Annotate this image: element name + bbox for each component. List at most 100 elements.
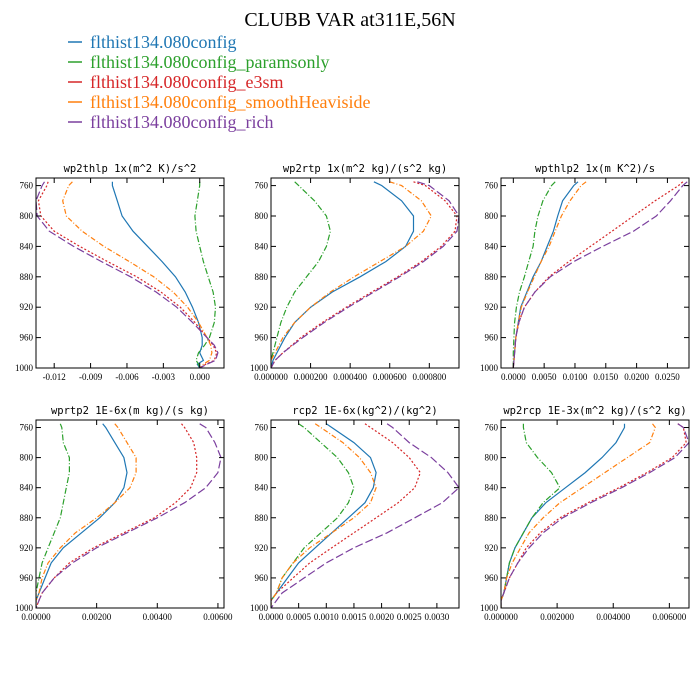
series-line [271,181,459,368]
y-tick-label: 760 [485,423,499,433]
panel-title: wprtp2 1E-6x(m kg)/(s kg) [51,405,209,417]
y-tick-label: 920 [485,543,499,553]
series-line [36,423,198,608]
series-line [194,181,217,368]
x-tick-label: 0.000000 [254,372,288,382]
panels: wp2thlp 1x(m^2 K)/s^2 760 800 840 880 920 960 1… [15,163,690,622]
y-tick-label: 880 [20,513,34,523]
x-tick-label: 0.00000 [21,612,51,622]
x-tick-label: 0.000800 [412,372,446,382]
y-tick-label: 1000 [250,363,269,373]
series-line [501,423,656,608]
series-line [36,423,128,608]
y-tick-label: 960 [20,333,34,343]
chart-panel: wprtp2 1E-6x(m kg)/(s kg) 760 800 840 880 920… [15,405,233,622]
x-tick-label: 0.0050 [532,372,557,382]
y-tick-label: 800 [255,453,269,463]
series-line [512,181,684,368]
legend-item: flthist134.080config [68,32,237,52]
series-line [512,181,579,368]
y-tick-label: 960 [485,333,499,343]
y-tick-label: 800 [20,211,34,221]
plot-frame [500,177,690,369]
x-tick-label: -0.006 [115,372,139,382]
x-tick-label: -0.012 [43,372,66,382]
x-tick-label: 0.0010 [314,612,339,622]
series-line [271,181,415,368]
y-tick-label: 840 [485,241,499,251]
panel-title: wp2rcp 1E-3x(m^2 kg)/(s^2 kg) [503,405,686,417]
y-tick-label: 760 [20,181,34,191]
x-tick-label: 0.00400 [143,612,173,622]
legend-item: flthist134.080config_rich [68,112,273,132]
y-tick-label: 1000 [480,603,499,613]
x-tick-label: 0.0005 [286,612,311,622]
chart-panel: wp2rcp 1E-3x(m^2 kg)/(s^2 kg) 760 800 840 88… [480,405,690,622]
legend-item: flthist134.080config_paramsonly [68,52,329,72]
series-line [271,423,377,608]
x-tick-label: 0.0025 [397,612,422,622]
x-tick-label: 0.006000 [652,612,686,622]
y-tick-label: 1000 [15,363,34,373]
y-tick-label: 840 [20,483,34,493]
panel-title: rcp2 1E-6x(kg^2)/(kg^2) [292,405,437,417]
series-line [271,423,377,608]
y-tick-label: 960 [485,573,499,583]
series-group [512,181,688,368]
y-tick-label: 800 [20,453,34,463]
legend-item: flthist134.080config_e3sm [68,72,283,92]
series-line [271,423,459,608]
panel-title: wp2rtp 1x(m^2 kg)/(s^2 kg) [283,163,447,175]
x-tick-label: 0.0015 [342,612,367,622]
legend-label: flthist134.080config_smoothHeaviside [90,92,370,112]
plot-frame [500,419,690,609]
legend-item: flthist134.080config_smoothHeaviside [68,92,370,112]
x-tick-label: 0.002000 [540,612,574,622]
plot-frame [35,177,225,369]
x-tick-label: 0.0000 [501,372,526,382]
chart-panel: wp2rtp 1x(m^2 kg)/(s^2 kg) 760 800 840 880 92… [250,163,460,382]
series-group [271,181,459,368]
y-tick-label: 760 [485,181,499,191]
series-line [271,423,421,608]
series-line [36,423,222,608]
series-line [36,423,137,608]
y-tick-label: 760 [255,423,269,433]
y-tick-label: 800 [485,453,499,463]
series-line [37,181,218,368]
y-tick-label: 920 [255,302,269,312]
series-line [271,181,332,368]
series-group [36,181,219,368]
legend-label: flthist134.080config_paramsonly [90,52,329,72]
y-tick-label: 840 [485,483,499,493]
x-tick-label: 0.00600 [203,612,233,622]
series-line [36,423,71,608]
x-tick-label: 0.0020 [369,612,394,622]
y-tick-label: 760 [20,423,34,433]
chart-panel: wpthlp2 1x(m K^2)/s 760 800 840 880 920 960 100… [480,163,690,382]
x-tick-label: -0.003 [152,372,176,382]
series-line [501,423,561,608]
x-tick-label: 0.0150 [593,372,618,382]
series-line [501,423,626,608]
y-tick-label: 960 [255,573,269,583]
series-line [36,181,219,368]
plot-frame [270,177,460,369]
legend-label: flthist134.080config_rich [90,112,273,132]
series-group [271,423,459,608]
x-tick-label: 0.0030 [425,612,450,622]
legend: flthist134.080config flthist134.080confi… [68,32,370,132]
legend-label: flthist134.080config_e3sm [90,72,283,92]
series-line [111,181,205,368]
figure-title: CLUBB VAR at311E,56N [244,9,455,31]
y-tick-label: 1000 [15,603,34,613]
plot-frame [35,419,225,609]
x-tick-label: 0.004000 [596,612,630,622]
y-tick-label: 840 [20,241,34,251]
y-tick-label: 840 [255,483,269,493]
series-line [501,423,689,608]
y-tick-label: 1000 [250,603,269,613]
series-group [36,423,222,608]
x-tick-label: 0.000000 [484,612,518,622]
y-tick-label: 920 [485,302,499,312]
